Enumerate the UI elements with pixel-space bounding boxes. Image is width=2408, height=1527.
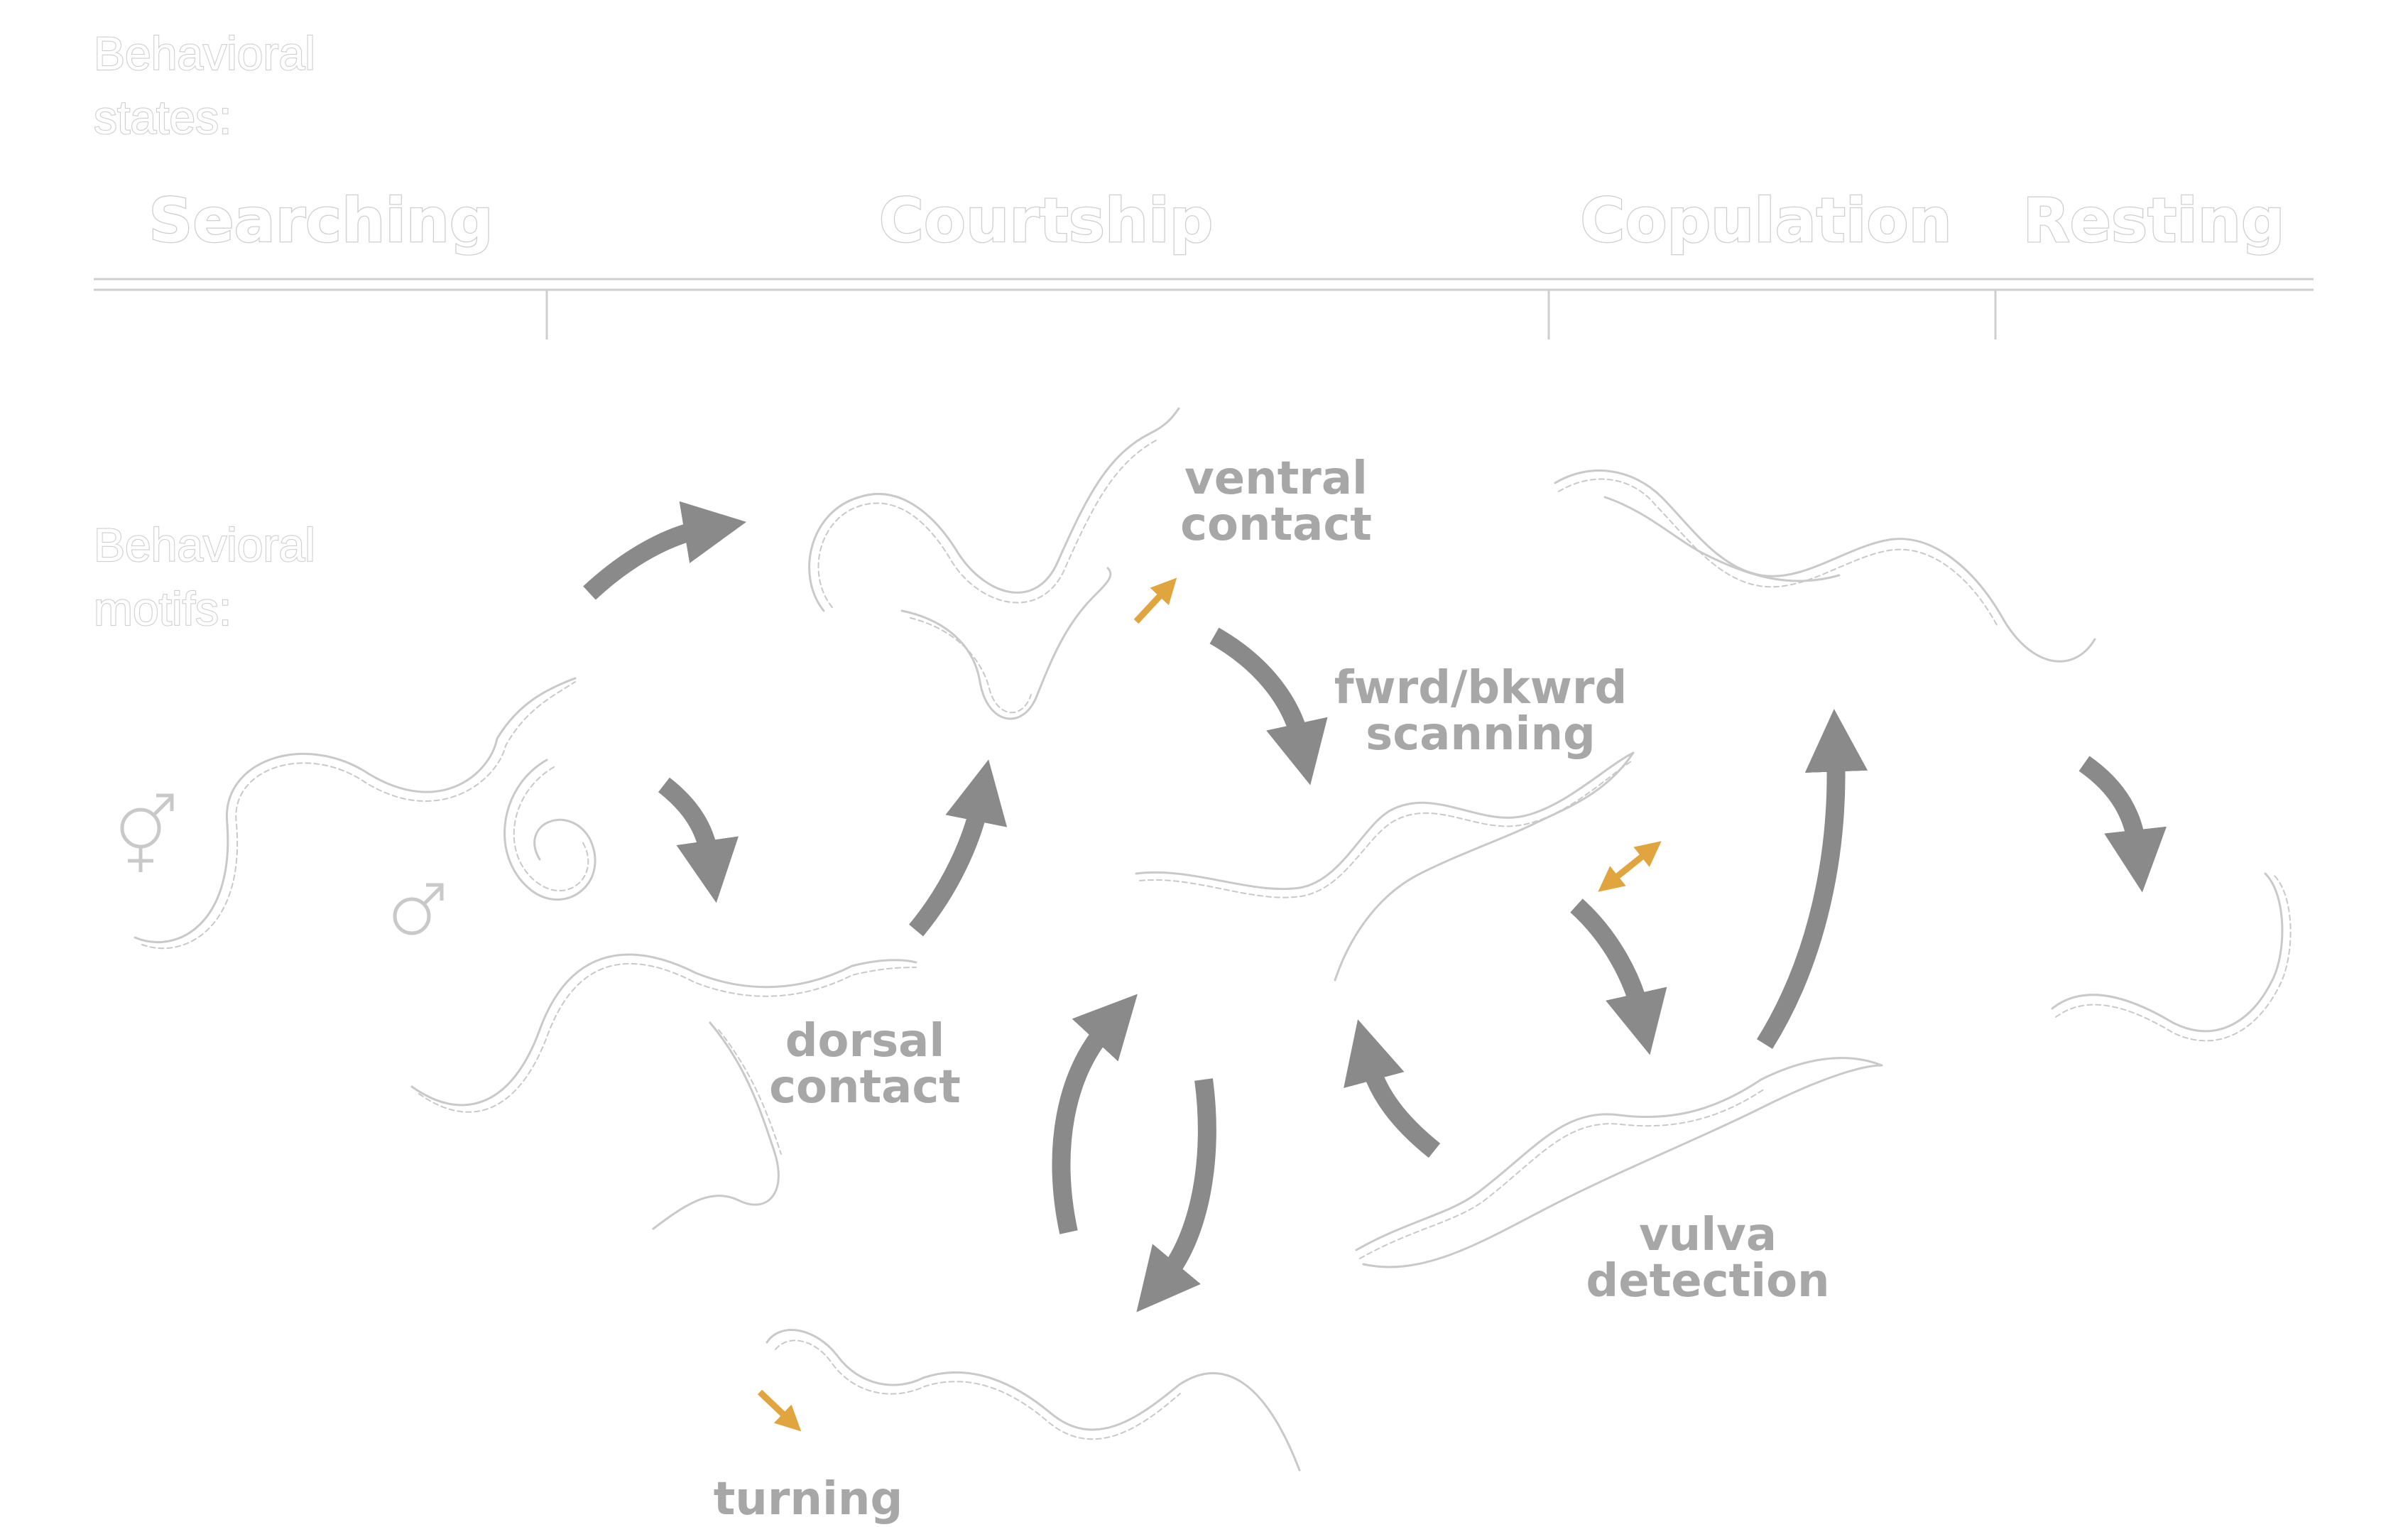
motion-arrow-turning (757, 1389, 802, 1432)
arrow-copulation-to-resting (2079, 756, 2167, 893)
arrow-searching-to-dorsal (658, 777, 739, 903)
motif-turning: turning (714, 1473, 903, 1526)
motif-dorsal-contact-line2: contact (769, 1061, 961, 1114)
worm-searching-male (503, 759, 596, 901)
arrow-dorsal-to-ventral (909, 759, 1008, 937)
worm-vulva-detection (1355, 1057, 1883, 1268)
worm-dorsal-contact (410, 953, 917, 1230)
motif-ventral-contact-line1: ventral (1184, 452, 1368, 505)
motifs-row-label: Behavioral motifs: (93, 518, 316, 636)
worm-resting (2051, 872, 2292, 1042)
arrow-turning-to-scanning (1052, 994, 1138, 1234)
worm-ventral-contact (808, 407, 1180, 720)
motif-scanning-line2: scanning (1366, 708, 1596, 761)
arrow-scanning-to-turning (1136, 1078, 1216, 1313)
arrow-ventral-to-scanning (1209, 627, 1328, 786)
male-symbol (393, 883, 444, 935)
motifs-label-line2: motifs: (94, 582, 231, 635)
arrow-vulva-to-copulation (1756, 709, 1868, 1049)
motion-arrow-scanning (1598, 841, 1662, 892)
state-courtship: Courtship (879, 185, 1213, 256)
motif-scanning-line1: fwrd/bkwrd (1334, 662, 1628, 714)
motif-turning-line1: turning (714, 1473, 903, 1526)
arrow-searching-to-ventral (583, 501, 747, 600)
worm-copulation (1554, 469, 2096, 663)
motif-ventral-contact-line2: contact (1180, 499, 1372, 551)
motion-arrow-ventral (1133, 577, 1177, 624)
states-row-label: Behavioral states: (93, 26, 316, 144)
state-copulation: Copulation (1580, 185, 1951, 256)
motif-scanning: fwrd/bkwrd scanning (1334, 662, 1628, 761)
worm-turning (766, 1329, 1301, 1472)
motifs-label-line1: Behavioral (94, 518, 315, 571)
states-label-line2: states: (94, 91, 231, 143)
motif-vulva-detection: vulva detection (1586, 1209, 1829, 1308)
worm-scanning (1135, 751, 1635, 982)
motif-dorsal-contact: dorsal contact (769, 1015, 961, 1114)
worm-searching-hermaphrodite (126, 670, 584, 951)
hermaphrodite-symbol (120, 793, 174, 872)
arrow-vulva-to-scanning (1344, 1019, 1441, 1158)
state-resting: Resting (2022, 185, 2284, 256)
states-label-line1: Behavioral (94, 27, 315, 80)
arrow-scanning-to-vulva (1570, 898, 1667, 1055)
motif-dorsal-contact-line1: dorsal (785, 1015, 945, 1067)
state-searching: Searching (148, 185, 493, 256)
motif-vulva-detection-line1: vulva (1639, 1209, 1777, 1261)
motif-ventral-contact: ventral contact (1180, 452, 1372, 551)
state-timeline-bracket (94, 278, 2314, 339)
motif-vulva-detection-line2: detection (1586, 1255, 1829, 1308)
